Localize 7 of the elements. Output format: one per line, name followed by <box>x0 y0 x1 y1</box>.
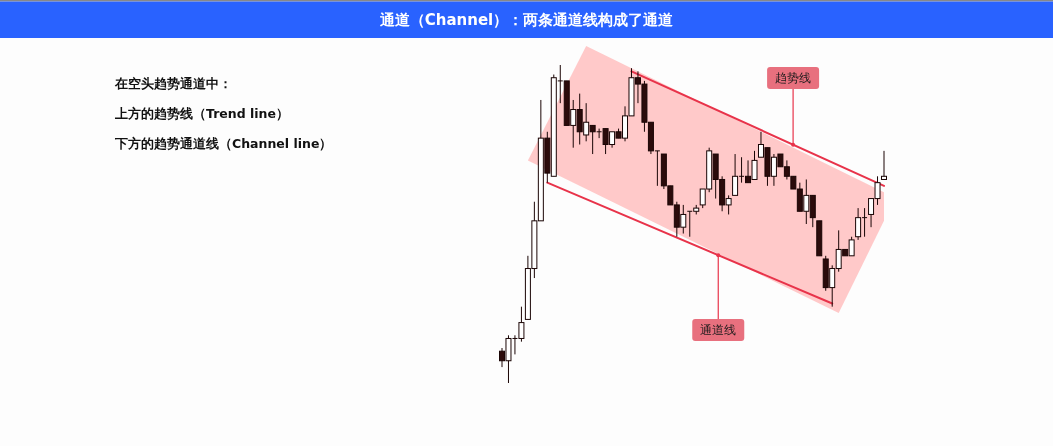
text: 下方的趋势通道线（Channel line） <box>114 136 333 151</box>
annotation: 通道线 <box>700 323 737 337</box>
chart-title: 通道（Channel）：两条通道线构成了通道 <box>378 11 675 29</box>
candlestick <box>881 150 887 180</box>
annotation: 趋势线 <box>775 71 812 85</box>
text: 在空头趋势通道中： <box>114 76 232 91</box>
text: 上方的趋势线（Trend line） <box>114 106 289 121</box>
